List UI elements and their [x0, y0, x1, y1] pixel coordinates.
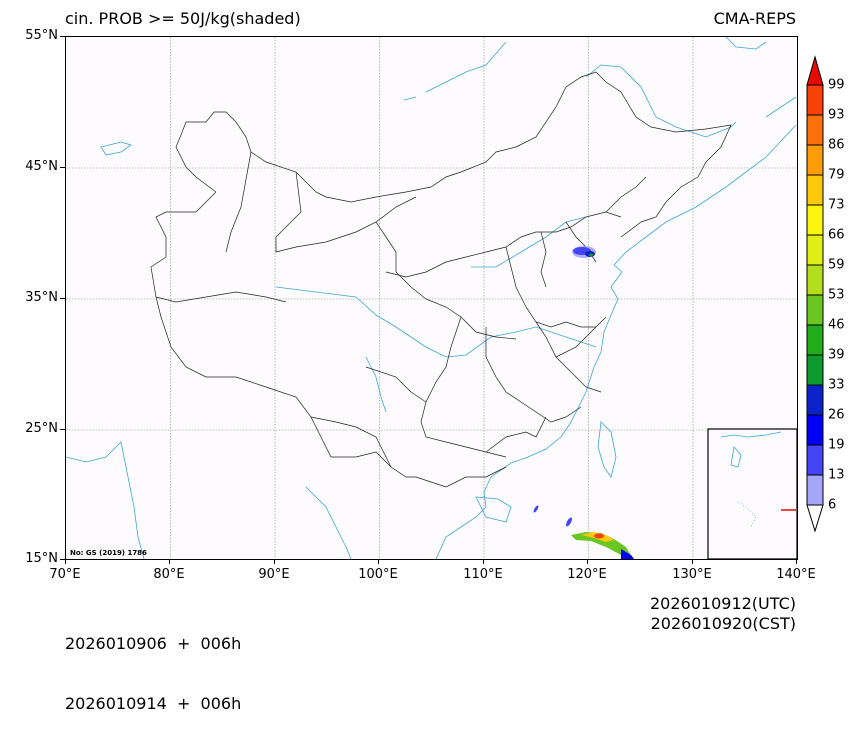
x-tick	[378, 559, 379, 564]
lon-label-90: 90°E	[258, 567, 290, 582]
probability-shading	[533, 246, 634, 559]
colorbar-label: 86	[828, 137, 845, 153]
x-tick	[483, 559, 484, 564]
colorbar-label: 53	[828, 287, 845, 303]
colorbar-label: 26	[828, 407, 845, 423]
colorbar-label: 46	[828, 317, 845, 333]
lat-label-25: 25°N	[25, 421, 58, 436]
colorbar-label: 79	[828, 167, 845, 183]
colorbar-label: 6	[828, 497, 837, 513]
y-tick	[60, 36, 65, 37]
x-tick	[65, 559, 66, 564]
colorbar-label: 19	[828, 437, 845, 453]
lat-label-45: 45°N	[25, 159, 58, 174]
lon-label-120: 120°E	[567, 567, 607, 582]
lon-label-80: 80°E	[153, 567, 185, 582]
valid-utc: 2026010912(UTC)	[650, 594, 796, 613]
valid-time-block: 2026010912(UTC) 2026010920(CST)	[650, 594, 796, 634]
map-panel: No: GS (2019) 1786	[65, 36, 798, 560]
lat-label-15: 15°N	[25, 551, 58, 566]
x-tick	[169, 559, 170, 564]
y-tick	[60, 559, 65, 560]
x-tick	[274, 559, 275, 564]
colorbar-extend-top	[806, 55, 824, 86]
x-tick	[692, 559, 693, 564]
lon-label-70: 70°E	[49, 567, 81, 582]
colorbar-label: 66	[828, 227, 845, 243]
graticule	[66, 37, 797, 559]
south-china-sea-inset	[707, 428, 797, 559]
y-tick	[60, 429, 65, 430]
init-time-block: 2026010906 + 006h 2026010914 + 006h	[65, 594, 241, 734]
map-canvas	[66, 37, 797, 559]
lat-label-55: 55°N	[25, 28, 58, 43]
colorbar-label: 59	[828, 257, 845, 273]
y-tick	[60, 167, 65, 168]
lon-label-100: 100°E	[358, 567, 398, 582]
lon-label-110: 110°E	[463, 567, 503, 582]
colorbar-label: 99	[828, 77, 845, 93]
chart-title: cin. PROB >= 50J/kg(shaded)	[65, 9, 301, 28]
init-utc: 2026010906 + 006h	[65, 634, 242, 653]
borders	[150, 71, 732, 488]
colorbar	[806, 55, 824, 533]
x-tick	[587, 559, 588, 564]
lat-label-35: 35°N	[25, 290, 58, 305]
lon-label-140: 140°E	[776, 567, 816, 582]
y-tick	[60, 298, 65, 299]
lon-label-130: 130°E	[672, 567, 712, 582]
colorbar-label: 73	[828, 197, 845, 213]
valid-cst: 2026010920(CST)	[650, 614, 796, 633]
colorbar-extend-bottom	[806, 504, 824, 533]
approval-number: No: GS (2019) 1786	[70, 549, 147, 557]
init-cst: 2026010914 + 006h	[65, 694, 242, 713]
colorbar-label: 13	[828, 467, 845, 483]
model-name: CMA-REPS	[713, 9, 796, 28]
colorbar-label: 33	[828, 377, 845, 393]
coastlines	[66, 37, 797, 559]
x-tick	[796, 559, 797, 564]
colorbar-label: 93	[828, 107, 845, 123]
colorbar-label: 39	[828, 347, 845, 363]
